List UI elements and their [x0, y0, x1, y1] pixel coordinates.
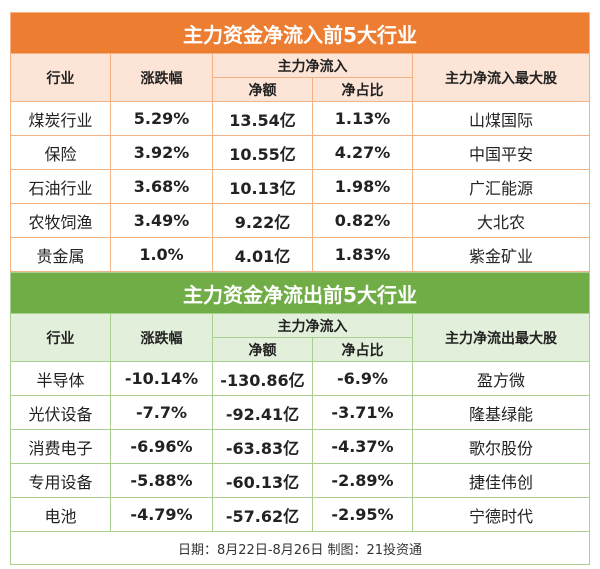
- cell-change: -7.7%: [110, 395, 213, 430]
- cell-top-stock: 隆基绿能: [412, 395, 590, 430]
- header-change: 涨跌幅: [110, 313, 213, 362]
- cell-change: -10.14%: [110, 361, 213, 396]
- cell-amount: 13.54亿: [212, 101, 313, 136]
- cell-industry: 贵金属: [10, 237, 111, 272]
- cell-change: 3.92%: [110, 135, 213, 170]
- cell-ratio: 1.83%: [312, 237, 413, 272]
- cell-industry: 电池: [10, 497, 111, 532]
- table-row: 消费电子 -6.96% -63.83亿 -4.37% 歌尔股份: [10, 429, 590, 464]
- table-row: 电池 -4.79% -57.62亿 -2.95% 宁德时代: [10, 497, 590, 532]
- header-amount: 净额: [212, 77, 313, 102]
- cell-amount: -92.41亿: [212, 395, 313, 430]
- cell-ratio: -2.95%: [312, 497, 413, 532]
- cell-amount: -60.13亿: [212, 463, 313, 498]
- cell-industry: 专用设备: [10, 463, 111, 498]
- cell-top-stock: 盈方微: [412, 361, 590, 396]
- cell-industry: 煤炭行业: [10, 101, 111, 136]
- cell-amount: 4.01亿: [212, 237, 313, 272]
- cell-top-stock: 广汇能源: [412, 169, 590, 204]
- cell-ratio: -3.71%: [312, 395, 413, 430]
- header-net-flow: 主力净流入: [212, 313, 413, 338]
- cell-top-stock: 宁德时代: [412, 497, 590, 532]
- header-industry: 行业: [10, 313, 111, 362]
- cell-top-stock: 歌尔股份: [412, 429, 590, 464]
- cell-top-stock: 中国平安: [412, 135, 590, 170]
- table-row: 煤炭行业 5.29% 13.54亿 1.13% 山煤国际: [10, 101, 590, 136]
- cell-change: 3.68%: [110, 169, 213, 204]
- cell-ratio: 0.82%: [312, 203, 413, 238]
- header-amount: 净额: [212, 337, 313, 362]
- cell-top-stock: 大北农: [412, 203, 590, 238]
- cell-industry: 半导体: [10, 361, 111, 396]
- cell-ratio: -6.9%: [312, 361, 413, 396]
- cell-change: 3.49%: [110, 203, 213, 238]
- table-row: 农牧饲渔 3.49% 9.22亿 0.82% 大北农: [10, 203, 590, 238]
- cell-ratio: 4.27%: [312, 135, 413, 170]
- cell-amount: -130.86亿: [212, 361, 313, 396]
- cell-amount: 10.13亿: [212, 169, 313, 204]
- inflow-table: 主力资金净流入前5大行业 行业 涨跌幅 主力净流入 主力净流入最大股 净额 净占比 煤炭…: [10, 12, 590, 272]
- cell-change: -4.79%: [110, 497, 213, 532]
- fund-flow-tables: 主力资金净流入前5大行业 行业 涨跌幅 主力净流入 主力净流入最大股 净额 净占比 煤炭…: [10, 12, 590, 565]
- table-row: 石油行业 3.68% 10.13亿 1.98% 广汇能源: [10, 169, 590, 204]
- cell-ratio: -4.37%: [312, 429, 413, 464]
- header-ratio: 净占比: [312, 77, 413, 102]
- cell-amount: 10.55亿: [212, 135, 313, 170]
- outflow-title: 主力资金净流出前5大行业: [10, 272, 590, 314]
- outflow-table: 主力资金净流出前5大行业 行业 涨跌幅 主力净流入 主力净流出最大股 净额 净占比 半导…: [10, 272, 590, 565]
- table-row: 保险 3.92% 10.55亿 4.27% 中国平安: [10, 135, 590, 170]
- cell-industry: 农牧饲渔: [10, 203, 111, 238]
- cell-top-stock: 捷佳伟创: [412, 463, 590, 498]
- header-change: 涨跌幅: [110, 53, 213, 102]
- cell-industry: 消费电子: [10, 429, 111, 464]
- header-ratio: 净占比: [312, 337, 413, 362]
- cell-change: 1.0%: [110, 237, 213, 272]
- cell-change: 5.29%: [110, 101, 213, 136]
- header-top-stock: 主力净流入最大股: [412, 53, 590, 102]
- cell-change: -6.96%: [110, 429, 213, 464]
- cell-amount: -57.62亿: [212, 497, 313, 532]
- table-row: 贵金属 1.0% 4.01亿 1.83% 紫金矿业: [10, 237, 590, 272]
- cell-amount: 9.22亿: [212, 203, 313, 238]
- cell-ratio: -2.89%: [312, 463, 413, 498]
- footer-note: 日期：8月22日-8月26日 制图：21投资通: [10, 531, 590, 565]
- cell-industry: 光伏设备: [10, 395, 111, 430]
- table-row: 光伏设备 -7.7% -92.41亿 -3.71% 隆基绿能: [10, 395, 590, 430]
- cell-top-stock: 紫金矿业: [412, 237, 590, 272]
- cell-ratio: 1.98%: [312, 169, 413, 204]
- header-net-flow: 主力净流入: [212, 53, 413, 78]
- cell-top-stock: 山煤国际: [412, 101, 590, 136]
- cell-ratio: 1.13%: [312, 101, 413, 136]
- header-top-stock: 主力净流出最大股: [412, 313, 590, 362]
- cell-change: -5.88%: [110, 463, 213, 498]
- cell-amount: -63.83亿: [212, 429, 313, 464]
- cell-industry: 保险: [10, 135, 111, 170]
- cell-industry: 石油行业: [10, 169, 111, 204]
- table-row: 半导体 -10.14% -130.86亿 -6.9% 盈方微: [10, 361, 590, 396]
- table-row: 专用设备 -5.88% -60.13亿 -2.89% 捷佳伟创: [10, 463, 590, 498]
- inflow-title: 主力资金净流入前5大行业: [10, 12, 590, 54]
- header-industry: 行业: [10, 53, 111, 102]
